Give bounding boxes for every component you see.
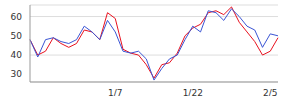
svg-text:30: 30 [11,69,23,79]
svg-text:40: 40 [11,50,23,60]
svg-text:50: 50 [11,31,23,41]
svg-text:1/22: 1/22 [183,88,203,96]
svg-text:1/7: 1/7 [108,88,122,96]
svg-text:60: 60 [11,12,23,22]
svg-text:2/5: 2/5 [263,88,277,96]
